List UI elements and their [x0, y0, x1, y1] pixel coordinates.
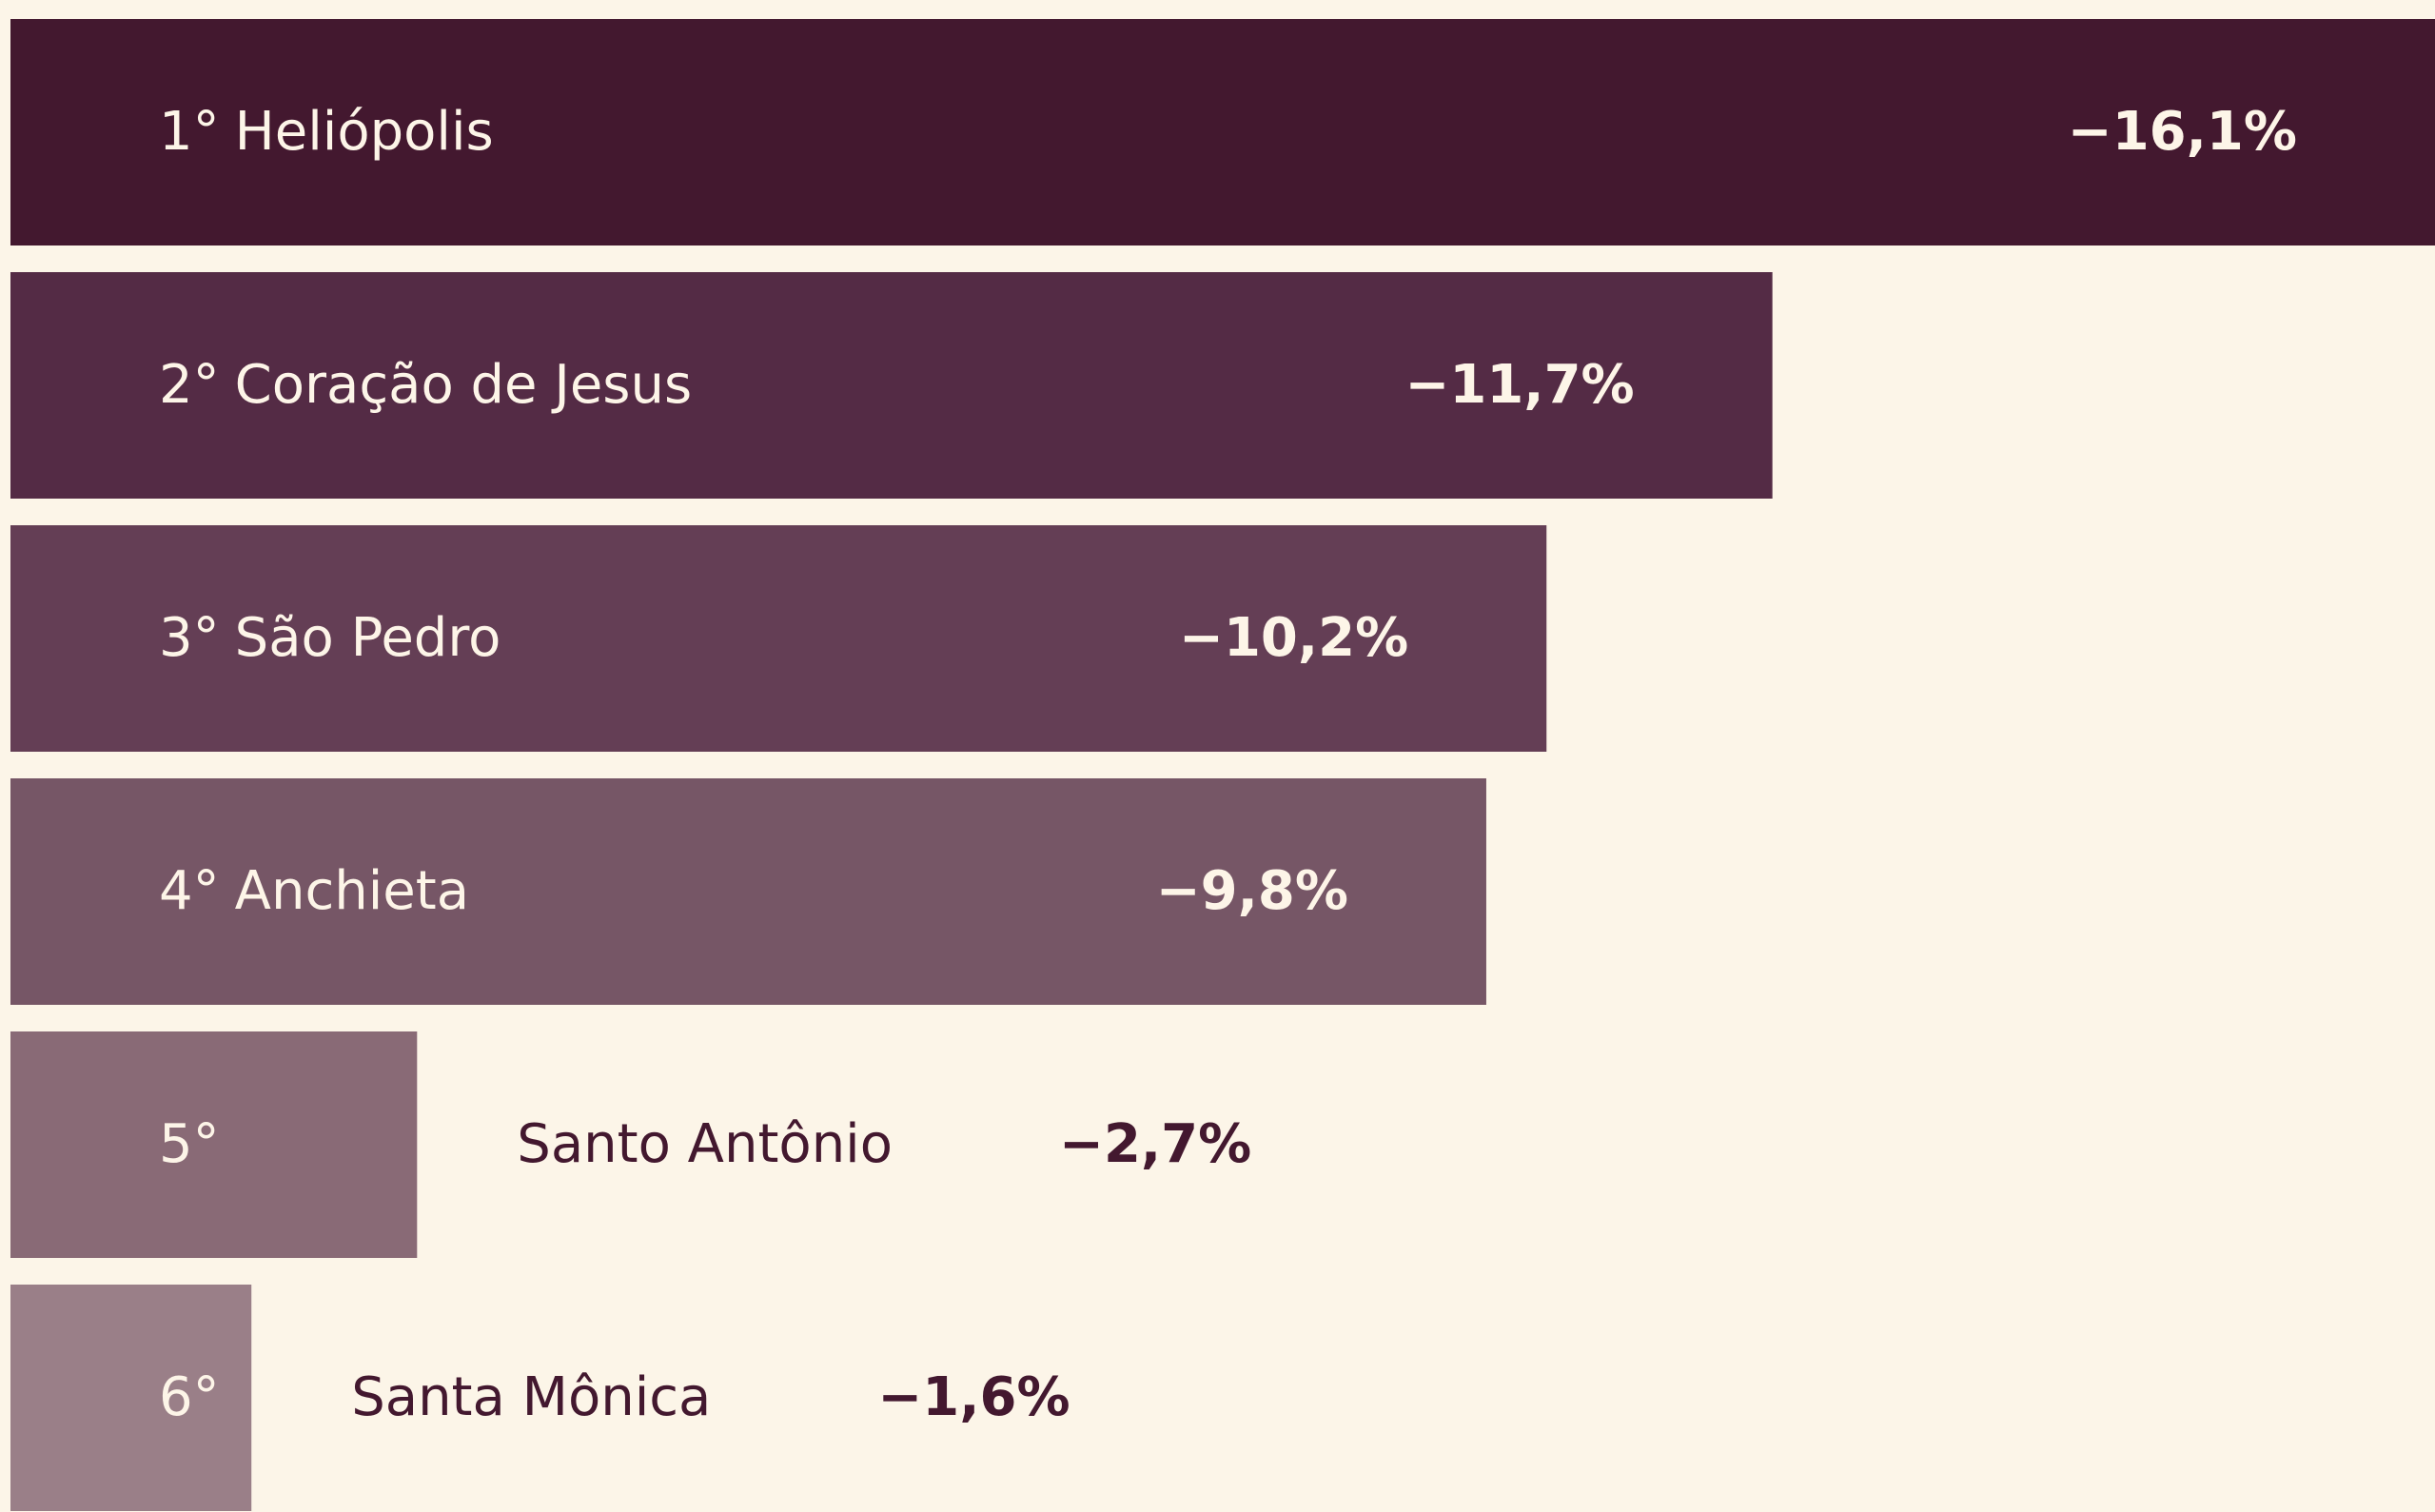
rank-label: 4°: [159, 860, 220, 922]
value-label: −11,7%: [1404, 354, 1634, 416]
value-label: −1,6%: [877, 1366, 1070, 1428]
bar: [10, 1031, 418, 1258]
category-label: São Pedro: [235, 607, 501, 669]
rank-label: 1°: [159, 101, 220, 163]
value-label: −16,1%: [2068, 101, 2297, 163]
category-label: Santa Mônica: [351, 1366, 711, 1428]
rank-label: 5°: [159, 1113, 220, 1175]
category-label: Anchieta: [235, 860, 469, 922]
rank-label: 6°: [159, 1366, 220, 1428]
category-label: Heliópolis: [235, 101, 494, 163]
rank-label: 2°: [159, 354, 220, 416]
value-label: −2,7%: [1059, 1113, 1251, 1175]
bar: [10, 19, 2435, 245]
category-label: Santo Antônio: [517, 1113, 893, 1175]
rank-label: 3°: [159, 607, 220, 669]
value-label: −10,2%: [1179, 607, 1408, 669]
bar: [10, 1285, 252, 1511]
bar: [10, 525, 1547, 752]
value-label: −9,8%: [1156, 860, 1348, 922]
bar: [10, 272, 1773, 499]
category-label: Coração de Jesus: [235, 354, 692, 416]
bar: [10, 778, 1486, 1005]
